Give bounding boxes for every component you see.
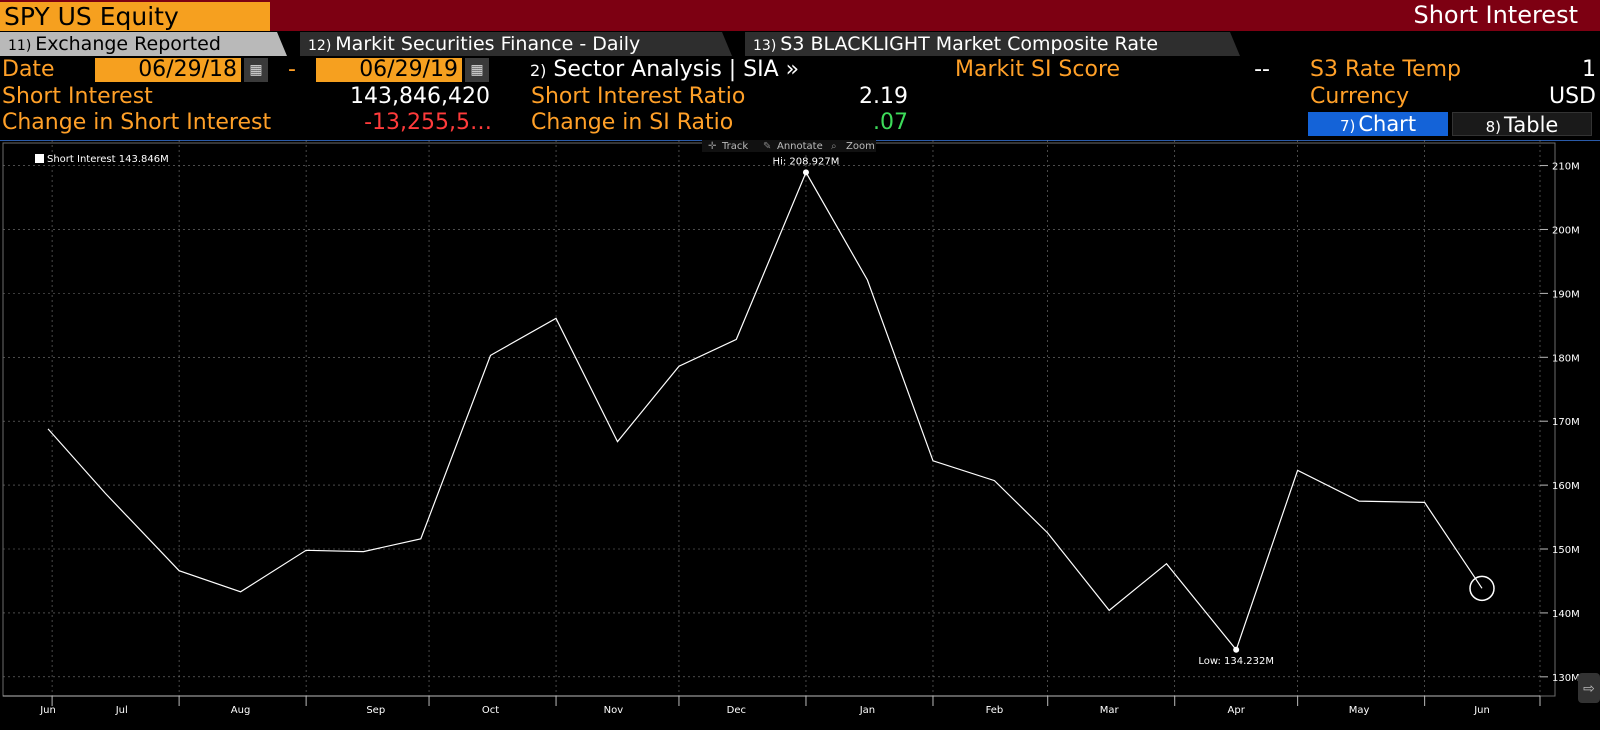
- x-tick-label: Feb: [986, 705, 1004, 716]
- tab-label: Markit Securities Finance - Daily: [335, 33, 641, 55]
- track-icon: ✛: [708, 141, 717, 152]
- x-tick-label: Sep: [366, 705, 385, 716]
- change-short-interest-value: -13,255,5…: [364, 110, 492, 135]
- low-point: [1233, 646, 1240, 653]
- short-interest-ratio-value: 2.19: [859, 84, 908, 109]
- table-button-number: 8): [1485, 118, 1502, 136]
- tab-number: 12): [308, 38, 332, 54]
- start-date-field[interactable]: 06/29/18: [95, 58, 241, 82]
- chart-view-button[interactable]: 7) Chart: [1308, 112, 1448, 136]
- chart-grid: [3, 140, 1541, 696]
- tab-number: 13): [753, 38, 777, 54]
- change-si-ratio-label: Change in SI Ratio: [531, 110, 734, 135]
- x-axis: Jun Jul Aug Sep Oct Nov Dec Jan Feb Mar Apr May Jun: [3, 695, 1541, 716]
- tab-label: S3 BLACKLIGHT Market Composite Rate: [780, 33, 1159, 55]
- y-tick-label: 150M: [1552, 545, 1580, 556]
- zoom-tool[interactable]: Zoom: [846, 141, 875, 152]
- sector-number: 2): [530, 61, 547, 80]
- security-ticker[interactable]: SPY US Equity: [0, 2, 270, 31]
- annotate-tool[interactable]: Annotate: [777, 141, 823, 152]
- x-tick-label: Jun: [1473, 705, 1490, 716]
- high-point: [802, 169, 809, 176]
- x-tick-label: Dec: [727, 705, 746, 716]
- chart-area[interactable]: ✛ Track ✎ Annotate ⌕ Zoom Short Interest…: [0, 139, 1600, 726]
- chart-button-number: 7): [1339, 117, 1356, 135]
- tab-number: 11): [8, 38, 32, 54]
- chart-toolbar-background: [702, 140, 876, 152]
- table-view-button[interactable]: 8) Table: [1452, 112, 1592, 137]
- annotate-icon: ✎: [763, 141, 771, 152]
- date-label: Date: [2, 57, 55, 82]
- s3-rate-temp-value: 1: [1582, 57, 1596, 82]
- series-points: [802, 169, 1240, 653]
- sector-label: Sector Analysis | SIA »: [553, 57, 800, 82]
- last-value-marker: [1469, 575, 1495, 602]
- markit-si-score-value: --: [1254, 57, 1270, 82]
- scroll-nav-arrow: ⇨: [1583, 681, 1595, 697]
- x-tick-label: Jun: [39, 705, 56, 716]
- short-interest-line: [47, 171, 1483, 652]
- x-tick-label: Apr: [1228, 705, 1246, 716]
- markit-si-score-label: Markit SI Score: [955, 57, 1121, 82]
- x-tick-label: Oct: [482, 705, 499, 716]
- low-label: Low: 134.232M: [1198, 656, 1274, 667]
- date-separator: -: [288, 57, 296, 82]
- y-tick-label: 190M: [1552, 289, 1580, 300]
- tab-exchange-reported[interactable]: 11) Exchange Reported: [0, 32, 287, 56]
- x-tick-label: Jul: [115, 705, 128, 716]
- function-title: Short Interest: [1413, 1, 1578, 29]
- x-tick-label: Jan: [859, 705, 875, 716]
- short-interest-ratio-label: Short Interest Ratio: [531, 84, 746, 109]
- y-axis: 130M 140M 150M 160M 170M 180M 190M 200M 210M: [1540, 162, 1580, 684]
- short-interest-chart[interactable]: ✛ Track ✎ Annotate ⌕ Zoom Short Interest…: [0, 139, 1600, 726]
- y-tick-label: 210M: [1552, 162, 1580, 173]
- end-date-field[interactable]: 06/29/19: [316, 58, 462, 82]
- tab-bar: 11) Exchange Reported 12) Markit Securitie…: [0, 31, 1600, 56]
- tab-label: Exchange Reported: [35, 33, 221, 55]
- y-tick-label: 180M: [1552, 353, 1580, 364]
- currency-value[interactable]: USD: [1548, 84, 1596, 109]
- sector-analysis-link[interactable]: 2) Sector Analysis | SIA »: [530, 57, 799, 84]
- s3-rate-temp-label: S3 Rate Temp: [1310, 57, 1462, 82]
- y-tick-label: 170M: [1552, 417, 1580, 428]
- change-si-ratio-value: .07: [873, 110, 908, 135]
- currency-label: Currency: [1310, 84, 1410, 109]
- end-calendar-icon[interactable]: ▦: [465, 58, 489, 82]
- track-tool[interactable]: Track: [721, 141, 748, 152]
- change-short-interest-label: Change in Short Interest: [2, 110, 272, 135]
- scroll-nav-background: [1578, 673, 1600, 703]
- chart-legend[interactable]: Short Interest 143.846M: [47, 154, 169, 165]
- y-tick-label: 130M: [1552, 673, 1580, 684]
- x-tick-label: Nov: [604, 705, 624, 716]
- x-tick-label: Aug: [231, 705, 251, 716]
- chart-toolbar: ✛ Track ✎ Annotate ⌕ Zoom: [702, 140, 876, 152]
- x-tick-label: Mar: [1100, 705, 1120, 716]
- y-tick-label: 200M: [1552, 225, 1580, 236]
- high-label: Hi: 208.927M: [773, 156, 840, 167]
- start-calendar-icon[interactable]: ▦: [244, 58, 268, 82]
- legend-swatch: [35, 154, 44, 163]
- x-tick-label: May: [1349, 705, 1370, 716]
- short-interest-value: 143,846,420: [350, 84, 490, 109]
- y-tick-label: 140M: [1552, 609, 1580, 620]
- tab-markit-securities-finance[interactable]: 12) Markit Securities Finance - Daily: [300, 32, 732, 56]
- zoom-icon: ⌕: [831, 141, 837, 152]
- y-tick-label: 160M: [1552, 481, 1580, 492]
- tab-s3-blacklight[interactable]: 13) S3 BLACKLIGHT Market Composite Rate: [745, 32, 1240, 56]
- table-button-label: Table: [1504, 113, 1559, 137]
- chart-button-label: Chart: [1358, 112, 1417, 136]
- scroll-nav-icon[interactable]: ⇨: [1578, 673, 1600, 703]
- short-interest-label: Short Interest: [2, 84, 153, 109]
